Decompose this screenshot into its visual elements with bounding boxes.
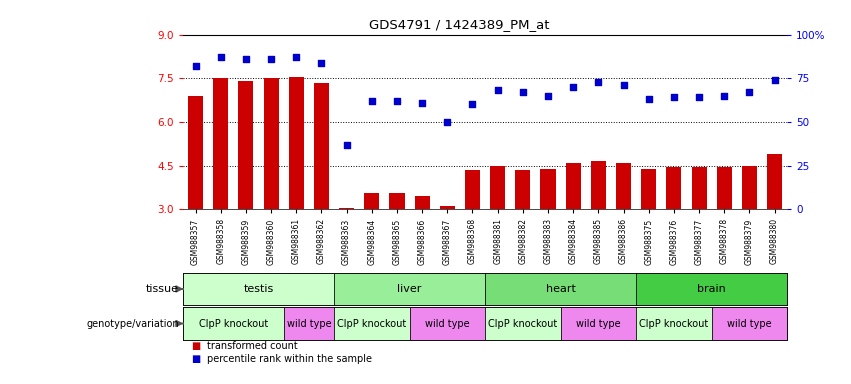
- Text: wild type: wild type: [727, 318, 772, 329]
- Bar: [641, 169, 656, 209]
- Bar: [711, 307, 787, 340]
- Point: [289, 54, 303, 60]
- Text: brain: brain: [697, 284, 726, 294]
- Text: percentile rank within the sample: percentile rank within the sample: [207, 354, 372, 364]
- Bar: [566, 163, 580, 209]
- Text: ClpP knockout: ClpP knockout: [639, 318, 709, 329]
- Bar: [288, 77, 304, 209]
- Point: [390, 98, 403, 104]
- Point: [591, 79, 605, 85]
- Bar: [767, 154, 782, 209]
- Bar: [561, 307, 637, 340]
- Bar: [465, 170, 480, 209]
- Bar: [334, 307, 409, 340]
- Bar: [409, 307, 485, 340]
- Bar: [188, 96, 203, 209]
- Bar: [183, 273, 334, 305]
- Bar: [591, 161, 606, 209]
- Point: [541, 93, 555, 99]
- Text: ClpP knockout: ClpP knockout: [198, 318, 268, 329]
- Bar: [414, 196, 430, 209]
- Bar: [636, 273, 787, 305]
- Point: [415, 99, 429, 106]
- Bar: [440, 206, 454, 209]
- Point: [567, 84, 580, 90]
- Text: ■: ■: [191, 341, 201, 351]
- Bar: [390, 193, 404, 209]
- Point: [667, 94, 681, 101]
- Text: ClpP knockout: ClpP knockout: [488, 318, 557, 329]
- Bar: [636, 307, 711, 340]
- Point: [239, 56, 253, 62]
- Point: [340, 142, 353, 148]
- Bar: [485, 307, 561, 340]
- Text: GDS4791 / 1424389_PM_at: GDS4791 / 1424389_PM_at: [369, 18, 550, 31]
- Point: [491, 88, 505, 94]
- Bar: [616, 163, 631, 209]
- Point: [642, 96, 655, 102]
- Point: [516, 89, 529, 95]
- Bar: [334, 273, 485, 305]
- Point: [214, 54, 227, 60]
- Text: wild type: wild type: [287, 318, 331, 329]
- Point: [265, 56, 278, 62]
- Point: [743, 89, 757, 95]
- Point: [717, 93, 731, 99]
- Point: [465, 101, 479, 108]
- Text: testis: testis: [243, 284, 274, 294]
- Bar: [515, 170, 530, 209]
- Bar: [238, 81, 254, 209]
- Point: [768, 77, 781, 83]
- Bar: [540, 169, 556, 209]
- Text: wild type: wild type: [425, 318, 470, 329]
- Bar: [364, 193, 380, 209]
- Bar: [485, 273, 636, 305]
- Bar: [692, 167, 706, 209]
- Point: [617, 82, 631, 88]
- Bar: [183, 307, 283, 340]
- Bar: [666, 167, 682, 209]
- Text: tissue: tissue: [146, 284, 179, 294]
- Bar: [490, 166, 505, 209]
- Text: ■: ■: [191, 354, 201, 364]
- Point: [189, 63, 203, 69]
- Text: wild type: wild type: [576, 318, 620, 329]
- Bar: [339, 208, 354, 209]
- Bar: [742, 166, 757, 209]
- Bar: [717, 167, 732, 209]
- Point: [441, 119, 454, 125]
- Text: genotype/variation: genotype/variation: [86, 318, 179, 329]
- Text: ClpP knockout: ClpP knockout: [337, 318, 407, 329]
- Bar: [314, 83, 329, 209]
- Text: transformed count: transformed count: [207, 341, 298, 351]
- Point: [365, 98, 379, 104]
- Bar: [283, 307, 334, 340]
- Bar: [213, 78, 228, 209]
- Point: [315, 60, 328, 66]
- Text: heart: heart: [545, 284, 575, 294]
- Text: liver: liver: [397, 284, 422, 294]
- Point: [692, 94, 705, 101]
- Bar: [264, 78, 278, 209]
